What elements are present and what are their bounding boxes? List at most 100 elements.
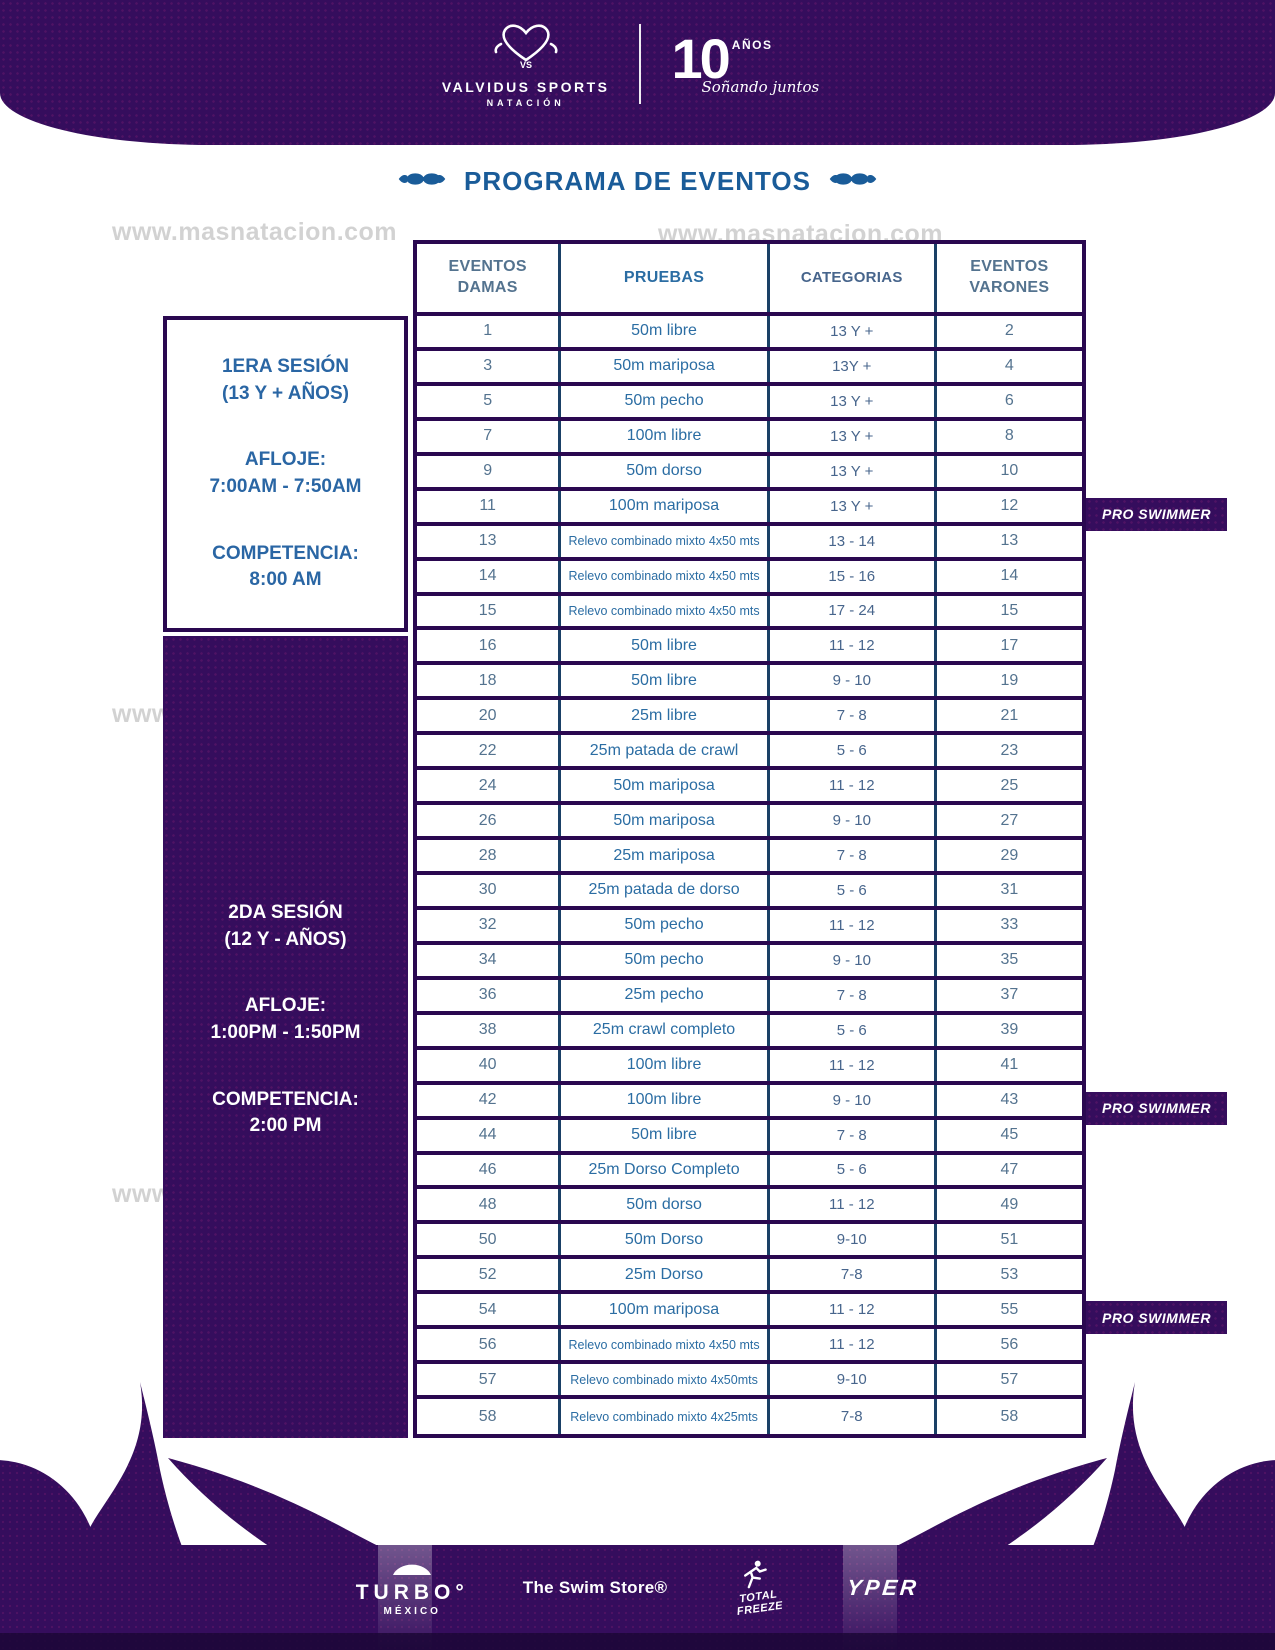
anniversary-label: AÑOS — [731, 38, 773, 53]
sponsor-logos: TURBO° MÉXICO The Swim Store® TOTAL FREE… — [0, 1555, 1275, 1619]
cell-categoria: 9 - 10 — [766, 1084, 934, 1116]
anniversary-logo: 10 AÑOS Soñando juntos — [671, 31, 833, 96]
cell-prueba: 50m dorso — [558, 455, 766, 487]
cell-categoria: 5 - 6 — [766, 735, 934, 767]
table-header: EVENTOS DAMAS PRUEBAS CATEGORIAS EVENTOS… — [417, 244, 1082, 316]
table-row: 16 50m libre 11 - 12 17 — [417, 630, 1082, 666]
cell-varones: 6 — [933, 385, 1082, 417]
session-name: 1ERA SESIÓN — [221, 356, 350, 378]
sponsor-total-freeze: TOTAL FREEZE — [718, 1555, 797, 1619]
cell-varones: 45 — [933, 1119, 1082, 1151]
cell-varones: 35 — [933, 944, 1082, 976]
cell-damas: 50 — [478, 1230, 497, 1248]
cell-prueba: 50m libre — [558, 1119, 766, 1151]
cell-categoria: 13 Y + — [766, 316, 934, 347]
cell-varones: 41 — [933, 1049, 1082, 1081]
cell-damas: 30 — [478, 881, 497, 899]
table-row: 13 Relevo combinado mixto 4x50 mts 13 - 14… — [417, 525, 1082, 561]
table-row: 52 25m Dorso 7-8 53 — [417, 1259, 1082, 1295]
brand-logo-cluster: VS VALVIDUS SPORTS NATACIÓN 10 AÑOS Soña… — [0, 20, 1275, 108]
cell-varones: 31 — [933, 875, 1082, 906]
cell-prueba: 100m mariposa — [558, 490, 766, 522]
table-body: 1 50m libre 13 Y +2 3 50m mariposa 13Y +4 5 50m… — [417, 316, 1082, 1434]
session-1-panel: 1ERA SESIÓN (13 Y + AÑOS) AFLOJE: 7:00AM… — [163, 316, 408, 632]
session-name: 2DA SESIÓN — [228, 902, 343, 924]
cell-varones: 56 — [933, 1329, 1082, 1361]
cell-damas: 46 — [478, 1160, 497, 1178]
cell-damas: 56 — [478, 1335, 497, 1353]
cell-damas: 44 — [478, 1126, 497, 1144]
cell-prueba: 50m libre — [558, 665, 766, 697]
cell-categoria: 9 - 10 — [766, 665, 934, 697]
cell-varones: 8 — [933, 420, 1082, 452]
table-row: 22 25m patada de crawl 5 - 6 23 — [417, 735, 1082, 771]
cell-categoria: 5 - 6 — [766, 1014, 934, 1046]
cell-varones: 4 — [933, 350, 1082, 382]
cell-varones: 43 — [933, 1084, 1082, 1116]
cell-categoria: 11 - 12 — [766, 1294, 934, 1326]
table-row: 40 100m libre 11 - 12 41 — [417, 1049, 1082, 1085]
cell-prueba: Relevo combinado mixto 4x50 mts — [558, 595, 766, 627]
table-row: 42 100m libre 9 - 10 43 — [417, 1084, 1082, 1120]
cell-prueba: 25m Dorso — [558, 1259, 766, 1291]
cell-prueba: 50m mariposa — [558, 770, 766, 802]
cell-prueba: Relevo combinado mixto 4x50 mts — [558, 560, 766, 592]
cell-categoria: 15 - 16 — [766, 560, 934, 592]
cell-categoria: 9 - 10 — [766, 805, 934, 837]
cell-varones: 2 — [933, 316, 1082, 347]
cell-damas: 38 — [478, 1021, 497, 1039]
cell-damas: 52 — [478, 1265, 497, 1283]
cell-varones: 17 — [933, 630, 1082, 662]
sponsor-turbo-name: TURBO° — [355, 1581, 469, 1604]
cell-varones: 47 — [933, 1154, 1082, 1186]
table-row: 34 50m pecho 9 - 10 35 — [417, 944, 1082, 980]
cell-prueba: 25m patada de dorso — [558, 875, 766, 906]
cell-categoria: 9-10 — [766, 1224, 934, 1256]
cell-varones: 53 — [933, 1259, 1082, 1291]
session-ages: (13 Y + AÑOS) — [222, 382, 349, 404]
table-row: 56 Relevo combinado mixto 4x50 mts 11 - 12… — [417, 1329, 1082, 1365]
cell-prueba: 50m mariposa — [558, 805, 766, 837]
cell-prueba: 25m Dorso Completo — [558, 1154, 766, 1186]
table-row: 18 50m libre 9 - 10 19 — [417, 665, 1082, 701]
cell-damas: 1 — [483, 322, 493, 340]
warmup-label: AFLOJE: — [244, 995, 327, 1017]
cell-varones: 21 — [933, 700, 1082, 732]
sponsor-total-freeze-label: TOTAL FREEZE — [736, 1588, 785, 1618]
heart-swimmers-icon: VS — [493, 20, 559, 75]
cell-varones: 55 — [933, 1294, 1082, 1326]
cell-varones: 58 — [933, 1399, 1082, 1434]
cell-categoria: 7 - 8 — [766, 1119, 934, 1151]
warmup-time: 1:00PM - 1:50PM — [210, 1022, 361, 1043]
cell-categoria: 11 - 12 — [766, 630, 934, 662]
cell-prueba: 50m Dorso — [558, 1224, 766, 1256]
runner-icon — [741, 1558, 771, 1592]
cell-damas: 58 — [478, 1407, 497, 1425]
footer-band — [0, 1545, 1275, 1650]
cell-varones: 27 — [933, 805, 1082, 837]
cell-varones: 57 — [933, 1364, 1082, 1396]
cell-damas: 40 — [478, 1056, 497, 1074]
pro-swimmer-badge: PRO SWIMMER — [1086, 1091, 1227, 1125]
cell-prueba: 25m patada de crawl — [558, 735, 766, 767]
cell-varones: 10 — [933, 455, 1082, 487]
cell-damas: 34 — [478, 951, 497, 969]
cell-damas: 18 — [478, 671, 497, 689]
cell-prueba: 50m libre — [558, 316, 766, 347]
cell-damas: 26 — [478, 811, 497, 829]
competition-time: 8:00 AM — [249, 569, 322, 591]
goggles-icon — [829, 169, 877, 194]
cell-categoria: 17 - 24 — [766, 595, 934, 627]
cell-prueba: 25m mariposa — [558, 840, 766, 871]
cell-prueba: Relevo combinado mixto 4x50 mts — [558, 525, 766, 557]
cell-prueba: 100m libre — [558, 1049, 766, 1081]
sponsor-turbo: TURBO° MÉXICO — [356, 1558, 469, 1617]
cell-damas: 57 — [478, 1370, 497, 1388]
cell-categoria: 9-10 — [766, 1364, 934, 1396]
cell-categoria: 11 - 12 — [766, 770, 934, 802]
cell-damas: 7 — [483, 427, 493, 445]
header-cell-eventos-varones: EVENTOS VARONES — [933, 244, 1082, 312]
cell-categoria: 13 Y + — [766, 385, 934, 417]
cell-categoria: 11 - 12 — [766, 1329, 934, 1361]
